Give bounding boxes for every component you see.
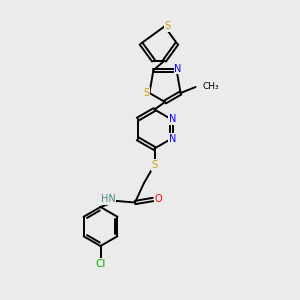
Text: Cl: Cl [95, 259, 106, 269]
Text: N: N [174, 64, 182, 74]
Text: S: S [164, 21, 171, 32]
Text: N: N [169, 134, 177, 144]
Text: S: S [152, 160, 158, 170]
Text: S: S [143, 88, 149, 98]
Text: N: N [169, 114, 177, 124]
Text: HN: HN [101, 194, 116, 205]
Text: O: O [154, 194, 162, 205]
Text: CH₃: CH₃ [202, 82, 219, 91]
